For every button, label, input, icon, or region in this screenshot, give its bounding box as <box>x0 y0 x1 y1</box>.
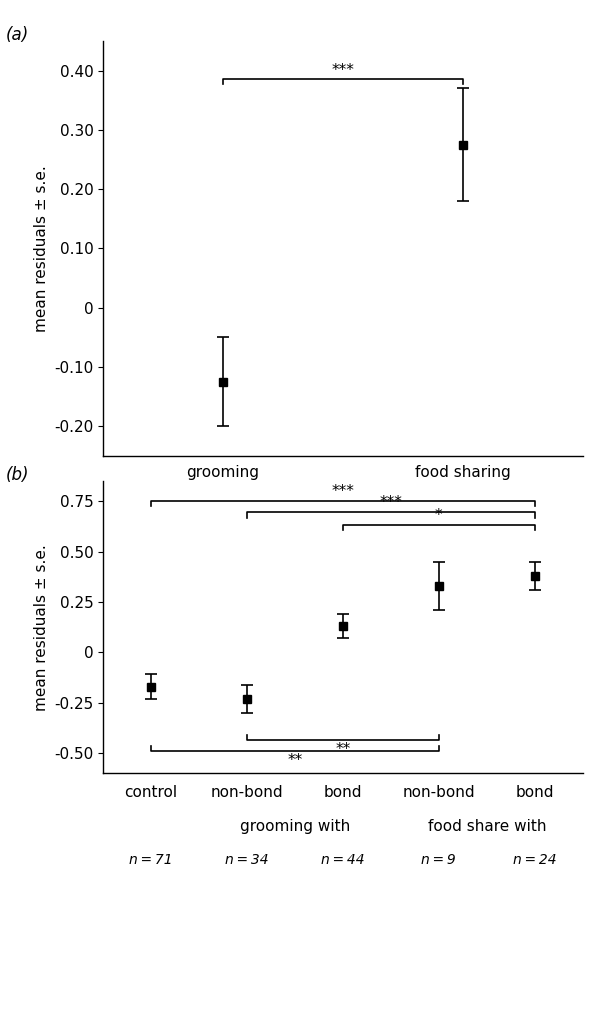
Text: **: ** <box>287 753 303 768</box>
Text: bond: bond <box>324 785 362 801</box>
Text: n = 34: n = 34 <box>225 853 269 867</box>
Text: n = 44: n = 44 <box>321 853 365 867</box>
Text: non-bond: non-bond <box>402 785 475 801</box>
Text: ***: *** <box>331 62 354 78</box>
Text: **: ** <box>335 742 351 757</box>
Text: *: * <box>435 508 443 522</box>
Y-axis label: mean residuals ± s.e.: mean residuals ± s.e. <box>33 165 49 332</box>
Text: ***: *** <box>379 496 402 510</box>
Text: bond: bond <box>515 785 554 801</box>
Text: n = 24: n = 24 <box>513 853 557 867</box>
Text: n = 71: n = 71 <box>129 853 173 867</box>
Y-axis label: mean residuals ± s.e.: mean residuals ± s.e. <box>33 544 49 711</box>
Text: grooming with: grooming with <box>240 819 350 835</box>
Text: (b): (b) <box>6 466 30 484</box>
Text: control: control <box>124 785 178 801</box>
Text: food share with: food share with <box>427 819 546 835</box>
Text: (a): (a) <box>6 26 29 44</box>
Text: non-bond: non-bond <box>211 785 283 801</box>
Text: n = 9: n = 9 <box>421 853 456 867</box>
Text: ***: *** <box>331 484 354 500</box>
